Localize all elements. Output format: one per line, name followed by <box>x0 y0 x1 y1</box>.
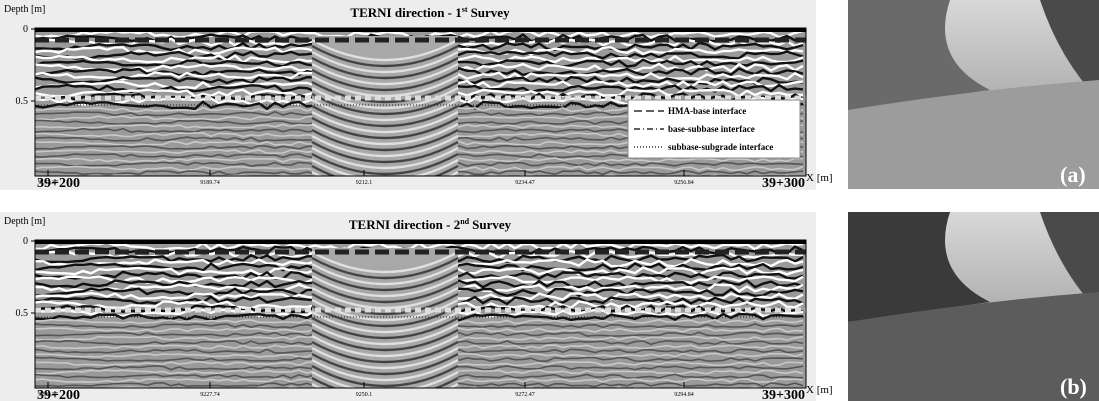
section-band <box>311 370 459 388</box>
section-band <box>311 44 459 68</box>
panel-title: TERNI direction - 2nd Survey <box>349 217 512 232</box>
x-tick-label: 9256.84 <box>674 180 694 186</box>
frame <box>34 27 807 177</box>
section-band <box>311 334 459 358</box>
section-band <box>311 316 459 340</box>
section-band <box>311 274 459 298</box>
frame <box>34 239 807 389</box>
title-rest: Survey <box>472 217 512 232</box>
section-band <box>311 122 459 146</box>
photo-road <box>848 80 1099 189</box>
section-band <box>311 280 459 304</box>
photo-road <box>848 292 1099 401</box>
section-band <box>311 68 459 92</box>
photo-label: (b) <box>1060 374 1087 399</box>
title-main: TERNI direction - 2 <box>349 217 460 232</box>
panel-title: TERNI direction - 1st Survey <box>350 5 510 20</box>
x-tick-label: 9250.1 <box>356 392 373 398</box>
photo-label: (a) <box>1060 162 1086 187</box>
surface <box>35 28 806 32</box>
title-rest: Survey <box>471 5 511 20</box>
section-band <box>311 310 459 334</box>
section-band <box>311 134 459 158</box>
section-band <box>311 340 459 364</box>
section-band <box>311 158 459 176</box>
y-axis-label: Depth [m] <box>4 4 45 15</box>
section-band <box>311 50 459 74</box>
section-band <box>311 98 459 122</box>
radargram <box>35 240 806 388</box>
section-band <box>311 110 459 134</box>
legend-label: subbase-subgrade interface <box>668 142 773 152</box>
section-band <box>311 92 459 116</box>
section-band <box>311 56 459 80</box>
section-band <box>311 328 459 352</box>
section-band <box>311 322 459 346</box>
section-band <box>311 164 459 176</box>
section-band <box>311 292 459 316</box>
legend-label: base-subbase interface <box>668 124 755 134</box>
section-band <box>311 140 459 164</box>
surface <box>35 240 806 244</box>
x-tick-label: 9234.47 <box>515 180 535 186</box>
section-band <box>311 346 459 370</box>
x-tick-label: 9272.47 <box>515 392 535 398</box>
x-tick-label: 9212.1 <box>356 180 373 186</box>
section-band <box>311 352 459 376</box>
section-band <box>311 104 459 128</box>
section-band <box>311 262 459 286</box>
x-tick-label: 9205.37 <box>38 392 58 398</box>
section-band <box>311 268 459 292</box>
photo-trees <box>848 212 990 322</box>
photo-trees <box>1040 212 1099 312</box>
end-label: 39+300 <box>762 176 805 191</box>
section-band <box>311 80 459 104</box>
section-band <box>311 364 459 388</box>
section-band <box>311 358 459 382</box>
section-band <box>311 146 459 170</box>
x-tick-label: 9167.37 <box>38 180 58 186</box>
section-band <box>311 152 459 176</box>
x-tick-label: 9227.74 <box>200 392 220 398</box>
start-label: 39+200 <box>37 388 80 401</box>
y-tick-label: 0 <box>23 24 28 35</box>
reflection-band <box>35 192 803 196</box>
x-axis-label: X [m] <box>806 384 833 396</box>
end-label: 39+300 <box>762 388 805 401</box>
reflection-band <box>35 196 803 200</box>
title-main: TERNI direction - 1 <box>350 5 461 20</box>
section-band <box>311 250 459 274</box>
section-band <box>311 38 459 62</box>
section-band <box>311 116 459 140</box>
section-band <box>311 128 459 152</box>
y-tick-label: 0.5 <box>16 308 29 319</box>
photo-trees <box>848 0 990 110</box>
y-tick-label: 0.5 <box>16 96 29 107</box>
start-label: 39+200 <box>37 176 80 191</box>
x-tick-label: 9294.84 <box>674 392 694 398</box>
y-axis-label: Depth [m] <box>4 216 45 227</box>
title-sup: st <box>462 5 468 14</box>
section-band <box>311 62 459 86</box>
title-sup: nd <box>460 217 469 226</box>
section-band <box>311 304 459 328</box>
legend-label: HMA-base interface <box>668 106 746 116</box>
photo-trees <box>1040 0 1099 100</box>
section-band <box>311 376 459 388</box>
section-band <box>311 256 459 280</box>
x-tick-label: 9189.74 <box>200 180 220 186</box>
x-axis-label: X [m] <box>806 172 833 184</box>
y-tick-label: 0 <box>23 236 28 247</box>
